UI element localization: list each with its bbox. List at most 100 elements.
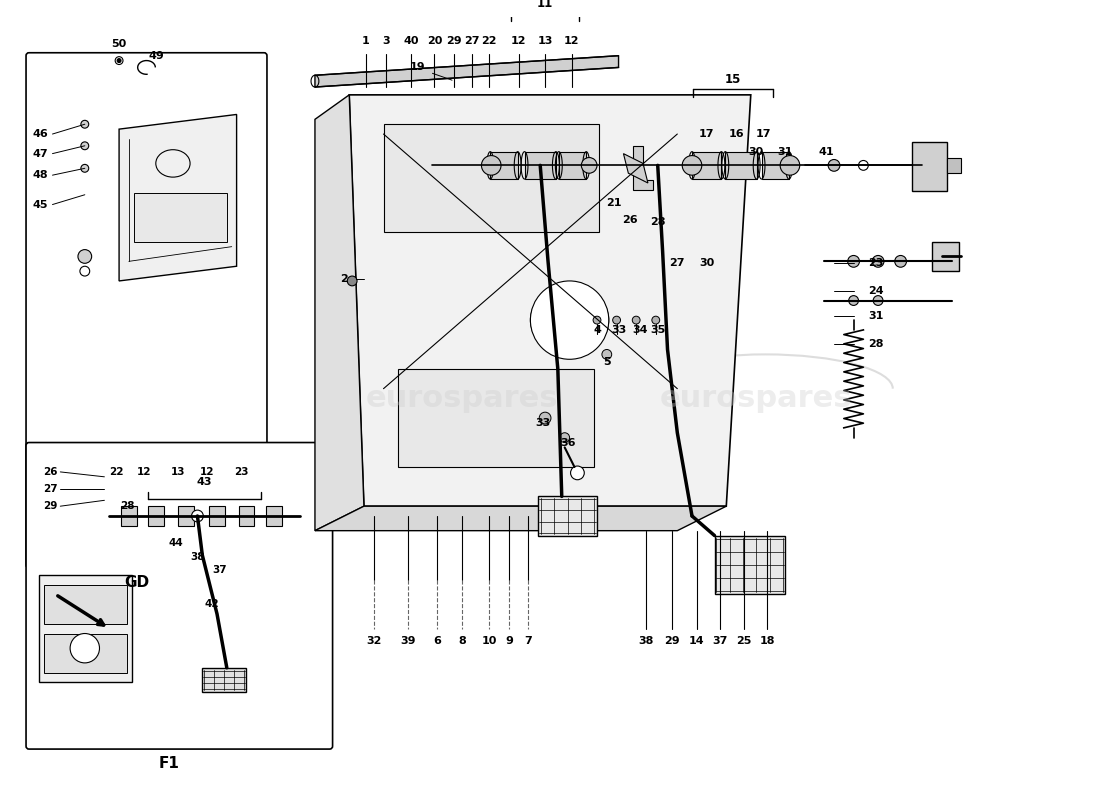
Bar [525,152,556,179]
Circle shape [80,266,90,276]
Text: 15: 15 [725,73,741,86]
Text: 44: 44 [168,538,184,549]
Text: 8: 8 [458,636,465,646]
Text: 10: 10 [482,636,497,646]
Text: 37: 37 [212,565,228,575]
Polygon shape [53,586,104,626]
Text: 34: 34 [632,325,648,335]
Text: 11: 11 [537,0,553,10]
Bar [266,506,282,526]
Text: 22: 22 [109,467,123,477]
Text: 27: 27 [464,36,480,46]
Text: 28: 28 [868,338,883,349]
Text: 29: 29 [664,636,680,646]
Text: 47: 47 [33,149,48,158]
Text: 13: 13 [170,467,185,477]
Text: 12: 12 [564,36,580,46]
Bar [947,158,961,174]
Text: 17: 17 [698,129,714,139]
Text: 38: 38 [190,552,205,562]
Text: GD: GD [124,575,150,590]
Polygon shape [538,496,597,535]
Text: 45: 45 [33,199,48,210]
Text: 48: 48 [33,170,48,180]
Text: 4: 4 [593,325,601,335]
Text: 31: 31 [868,311,883,321]
Text: 14: 14 [689,636,705,646]
Circle shape [560,433,570,442]
Text: 5: 5 [603,358,611,367]
Bar [912,142,947,191]
Text: 33: 33 [536,418,551,428]
Text: 28: 28 [650,217,666,227]
Text: 12: 12 [136,467,151,477]
Bar [932,242,959,271]
Text: 30: 30 [700,258,714,268]
Text: 26: 26 [43,467,58,477]
Text: 2: 2 [341,274,349,284]
Circle shape [117,58,121,62]
Bar [134,193,227,242]
Text: 32: 32 [366,636,382,646]
Polygon shape [315,95,364,530]
Bar [761,152,789,179]
Circle shape [539,412,551,424]
Circle shape [652,316,660,324]
Polygon shape [349,95,751,506]
Text: 27: 27 [670,258,685,268]
Text: eurospares: eurospares [365,384,558,413]
Bar [178,506,194,526]
Circle shape [894,255,906,267]
Polygon shape [119,114,236,281]
Circle shape [872,255,884,267]
Text: 42: 42 [205,599,219,609]
Text: 35: 35 [650,325,666,335]
FancyBboxPatch shape [26,53,267,568]
Bar [44,585,127,624]
Bar [209,506,224,526]
Text: 31: 31 [778,146,793,157]
Text: 25: 25 [736,636,751,646]
Circle shape [858,161,868,170]
Circle shape [81,142,89,150]
Text: 27: 27 [43,483,58,494]
Text: 33: 33 [610,325,626,335]
Text: 26: 26 [623,215,638,226]
Circle shape [873,296,883,306]
Bar [384,124,600,232]
Text: eurospares: eurospares [659,384,851,413]
Circle shape [348,276,358,286]
Circle shape [70,634,99,663]
Text: 50: 50 [111,39,126,49]
Text: 23: 23 [868,258,883,268]
Polygon shape [315,506,726,530]
Circle shape [191,510,204,522]
Text: 40: 40 [404,36,419,46]
Circle shape [78,250,91,263]
Text: 36: 36 [560,438,575,447]
Polygon shape [315,56,618,87]
Circle shape [581,158,597,174]
Polygon shape [624,154,648,183]
Polygon shape [634,146,652,190]
Circle shape [682,155,702,175]
Text: 30: 30 [748,146,763,157]
Bar [398,369,594,467]
Bar [148,506,164,526]
Polygon shape [715,535,785,594]
Text: 12: 12 [510,36,527,46]
Text: 49: 49 [148,50,164,61]
Circle shape [828,159,840,171]
Polygon shape [202,668,246,692]
Circle shape [530,281,608,359]
Circle shape [482,155,500,175]
Bar [121,506,136,526]
Text: 16: 16 [728,129,744,139]
Circle shape [81,120,89,128]
Text: 9: 9 [505,636,513,646]
Bar [39,574,132,682]
Text: 43: 43 [197,477,212,486]
Text: 3: 3 [383,36,390,46]
Circle shape [571,466,584,480]
Bar [559,152,586,179]
